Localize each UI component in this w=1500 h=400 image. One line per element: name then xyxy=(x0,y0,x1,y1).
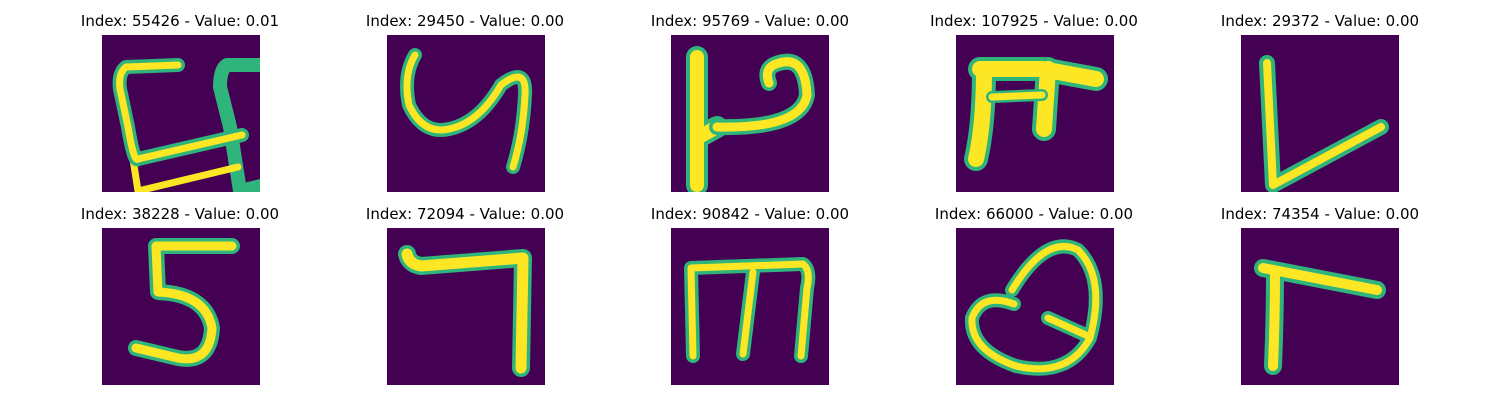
character-image-panel xyxy=(387,228,545,385)
panel-title: Index: 107925 - Value: 0.00 xyxy=(930,12,1138,30)
character-image-panel xyxy=(671,228,829,385)
panel-title: Index: 29450 - Value: 0.00 xyxy=(365,12,565,30)
character-glyph xyxy=(964,57,1108,171)
character-glyph xyxy=(128,238,240,367)
character-glyph xyxy=(1259,55,1389,192)
character-glyph xyxy=(684,257,816,363)
character-image-panel xyxy=(956,35,1114,192)
character-image-panel xyxy=(102,228,260,385)
panel-title: Index: 95769 - Value: 0.00 xyxy=(650,12,850,30)
character-glyph xyxy=(112,58,260,192)
character-image-panel xyxy=(671,35,829,192)
panel-title: Index: 72094 - Value: 0.00 xyxy=(365,205,565,223)
panel-title: Index: 90842 - Value: 0.00 xyxy=(650,205,850,223)
character-image-panel xyxy=(387,35,545,192)
panel-title: Index: 29372 - Value: 0.00 xyxy=(1220,12,1420,30)
character-glyph xyxy=(398,245,532,377)
character-image-panel xyxy=(956,228,1114,385)
character-image-panel xyxy=(1241,35,1399,192)
character-glyph xyxy=(964,239,1103,376)
character-image-panel xyxy=(102,35,260,192)
character-glyph xyxy=(686,46,815,192)
character-glyph xyxy=(1254,259,1386,375)
character-image-panel xyxy=(1241,228,1399,385)
panel-title: Index: 74354 - Value: 0.00 xyxy=(1220,205,1420,223)
panel-title: Index: 66000 - Value: 0.00 xyxy=(934,205,1134,223)
character-glyph xyxy=(400,48,533,174)
panel-title: Index: 38228 - Value: 0.00 xyxy=(80,205,280,223)
panel-title: Index: 55426 - Value: 0.01 xyxy=(80,12,280,30)
